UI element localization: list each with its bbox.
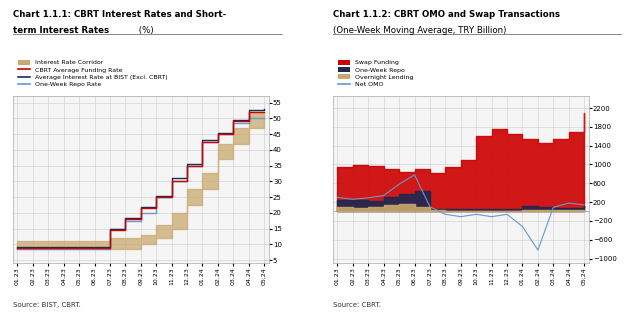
Text: Chart 1.1.1: CBRT Interest Rates and Short-: Chart 1.1.1: CBRT Interest Rates and Sho… xyxy=(13,10,226,19)
Legend: Interest Rate Corridor, CBRT Average Funding Rate, Average Interest Rate at BIST: Interest Rate Corridor, CBRT Average Fun… xyxy=(16,57,170,90)
Text: (One-Week Moving Average, TRY Billion): (One-Week Moving Average, TRY Billion) xyxy=(333,26,506,35)
Text: Chart 1.1.2: CBRT OMO and Swap Transactions: Chart 1.1.2: CBRT OMO and Swap Transacti… xyxy=(333,10,560,19)
Text: (%): (%) xyxy=(136,26,154,35)
Text: Source: BIST, CBRT.: Source: BIST, CBRT. xyxy=(13,302,81,308)
Text: Source: CBRT.: Source: CBRT. xyxy=(333,302,381,308)
Text: term Interest Rates: term Interest Rates xyxy=(13,26,109,35)
Legend: Swap Funding, One-Week Repo, Overnight Lending, Net OMO: Swap Funding, One-Week Repo, Overnight L… xyxy=(336,57,415,90)
